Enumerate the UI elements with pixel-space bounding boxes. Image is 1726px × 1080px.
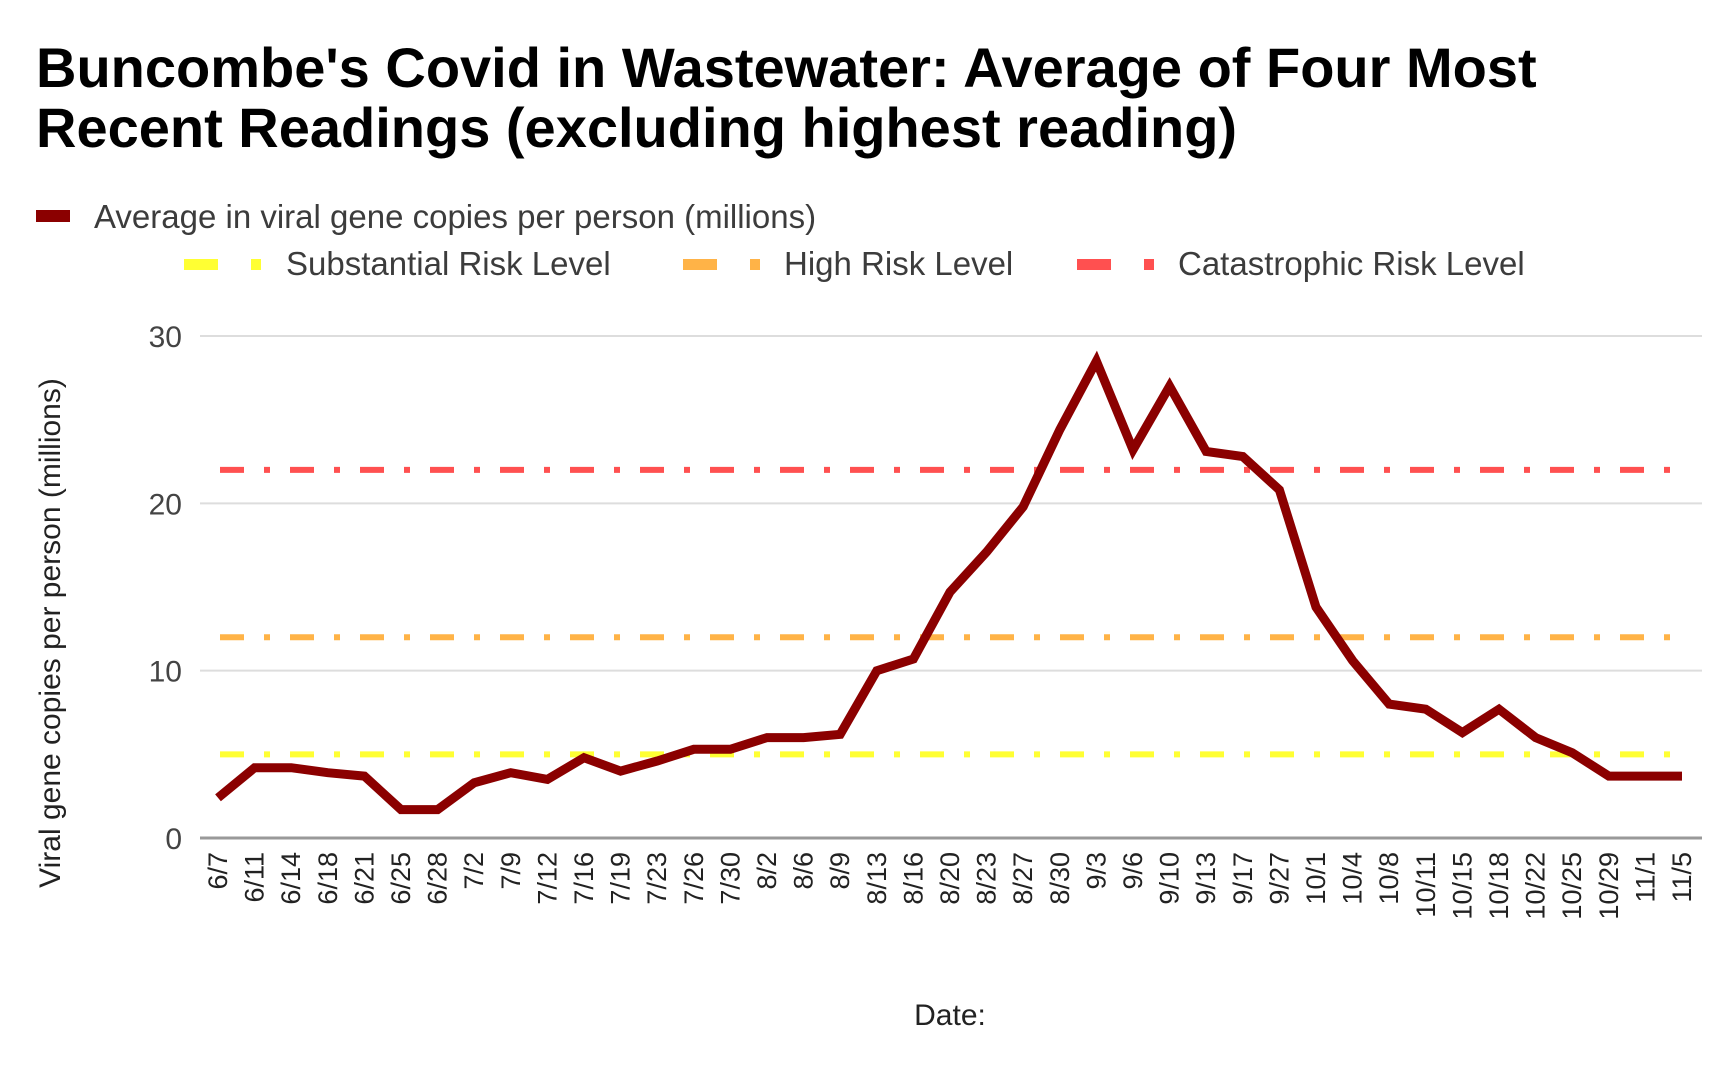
legend-swatch-substantial [184, 259, 218, 270]
x-tick-label: 10/4 [1338, 852, 1368, 905]
y-axis-title: Viral gene copies per person (millions) [34, 378, 67, 888]
x-tick-label: 10/11 [1411, 852, 1441, 918]
x-axis-ticks: 6/7 6/11 6/14 6/18 6/21 6/25 6/28 7/2 7/9 7/12 7/1… [203, 852, 1697, 920]
x-tick-label: 8/6 [789, 852, 819, 890]
x-tick-label: 7/19 [606, 852, 636, 905]
y-tick-label: 10 [149, 656, 182, 689]
x-tick-label: 10/25 [1557, 852, 1587, 920]
legend-item-catastrophic: Catastrophic Risk Level [1077, 245, 1525, 282]
x-tick-label: 10/15 [1447, 852, 1477, 920]
y-axis-ticks: 0 10 20 30 [149, 321, 182, 856]
x-tick-label: 7/16 [569, 852, 599, 905]
x-tick-label: 8/2 [752, 852, 782, 890]
x-tick-label: 6/21 [349, 852, 379, 905]
x-axis-title: Date: [914, 999, 986, 1032]
x-tick-label: 9/13 [1191, 852, 1221, 905]
x-tick-label: 8/20 [935, 852, 965, 905]
x-tick-label: 9/17 [1228, 852, 1258, 905]
y-tick-label: 0 [165, 823, 182, 856]
series-lines [215, 350, 1682, 815]
x-tick-label: 8/13 [862, 852, 892, 905]
x-tick-label: 8/16 [898, 852, 928, 905]
legend-label-catastrophic: Catastrophic Risk Level [1178, 245, 1525, 282]
y-tick-label: 30 [149, 321, 182, 354]
reference-lines [220, 466, 1682, 758]
series-line [215, 350, 1682, 815]
legend-swatch-dot-substantial [251, 259, 261, 270]
legend: Average in viral gene copies per person … [36, 198, 1525, 282]
x-tick-label: 7/9 [496, 852, 526, 890]
legend-swatch-dot-catastrophic [1144, 259, 1154, 270]
legend-item-series: Average in viral gene copies per person … [36, 198, 816, 235]
x-tick-label: 6/18 [313, 852, 343, 905]
x-tick-label: 8/27 [1008, 852, 1038, 905]
legend-swatch-dot-high [750, 259, 760, 270]
legend-swatch-high [683, 259, 717, 270]
x-tick-label: 10/29 [1594, 852, 1624, 920]
x-tick-label: 8/9 [825, 852, 855, 890]
x-tick-label: 10/8 [1374, 852, 1404, 905]
x-tick-label: 7/2 [459, 852, 489, 890]
x-tick-label: 7/12 [532, 852, 562, 905]
legend-label-high: High Risk Level [784, 245, 1013, 282]
legend-swatch-catastrophic [1077, 259, 1111, 270]
x-tick-label: 10/1 [1301, 852, 1331, 905]
legend-label-series: Average in viral gene copies per person … [94, 198, 816, 235]
x-tick-label: 7/30 [715, 852, 745, 905]
x-tick-label: 8/30 [1045, 852, 1075, 905]
x-tick-label: 11/5 [1667, 852, 1697, 903]
x-tick-label: 9/27 [1264, 852, 1294, 905]
chart-title: Buncombe's Covid in Wastewater: Average … [36, 36, 1537, 159]
gridlines [200, 335, 1702, 840]
x-tick-label: 8/23 [972, 852, 1002, 905]
x-tick-label: 9/6 [1118, 852, 1148, 890]
legend-item-substantial: Substantial Risk Level [184, 245, 611, 282]
legend-label-substantial: Substantial Risk Level [286, 245, 611, 282]
x-tick-label: 6/25 [386, 852, 416, 905]
x-tick-label: 10/18 [1484, 852, 1514, 920]
x-tick-label: 6/7 [203, 852, 233, 890]
legend-swatch-series [36, 210, 70, 222]
legend-item-high: High Risk Level [683, 245, 1013, 282]
y-tick-label: 20 [149, 488, 182, 521]
x-tick-label: 9/10 [1155, 852, 1185, 905]
x-tick-label: 7/23 [642, 852, 672, 905]
x-tick-label: 9/3 [1081, 852, 1111, 890]
x-tick-label: 11/1 [1630, 852, 1660, 903]
x-tick-label: 7/26 [679, 852, 709, 905]
x-tick-label: 6/28 [423, 852, 453, 905]
x-tick-label: 6/14 [276, 852, 306, 905]
x-tick-label: 6/11 [240, 852, 270, 903]
x-tick-label: 10/22 [1521, 852, 1551, 920]
